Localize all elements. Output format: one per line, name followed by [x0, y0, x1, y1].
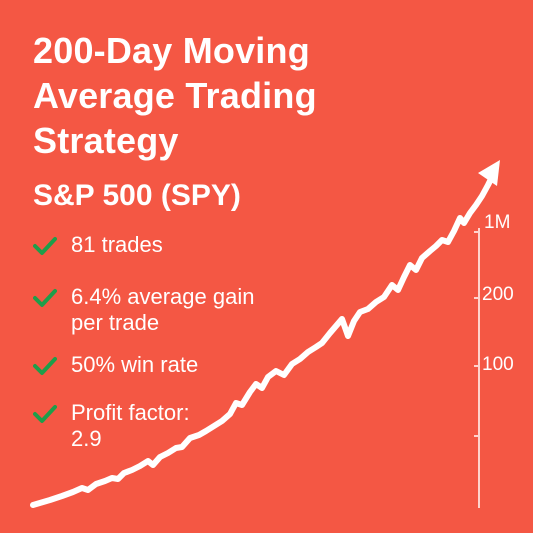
subtitle: S&P 500 (SPY) — [33, 179, 241, 212]
check-icon — [33, 357, 57, 375]
stat-profit-factor: Profit factor: 2.9 — [33, 400, 190, 452]
title-line-3: Strategy — [33, 120, 179, 161]
axis-tick-label: 200 — [482, 284, 514, 305]
arrow-up-icon — [478, 160, 500, 186]
stat-line: 50% win rate — [71, 352, 199, 377]
stat-text: 6.4% average gain per trade — [71, 284, 254, 336]
stat-win-rate: 50% win rate — [33, 352, 198, 378]
stat-line: per trade — [71, 310, 160, 335]
check-icon — [33, 405, 57, 423]
check-icon — [33, 289, 57, 307]
check-icon — [33, 237, 57, 255]
stat-line: 81 trades — [71, 232, 163, 257]
title-line-2: Average Trading — [33, 75, 317, 116]
stat-average-gain: 6.4% average gain per trade — [33, 284, 254, 336]
stat-text: 50% win rate — [71, 352, 198, 378]
growth-line — [30, 170, 497, 508]
title-line-1: 200-Day Moving — [33, 30, 310, 71]
axis-tick-label: 1M — [484, 212, 511, 233]
stat-text: 81 trades — [71, 232, 163, 258]
stat-line: Profit factor: — [71, 400, 190, 425]
axis-tick-label: 100 — [482, 354, 514, 375]
stat-trades: 81 trades — [33, 232, 163, 258]
stat-line: 6.4% average gain — [71, 284, 255, 309]
stat-text: Profit factor: 2.9 — [71, 400, 190, 452]
page-title: 200-Day Moving Average Trading Strategy — [33, 28, 393, 163]
stat-line: 2.9 — [71, 426, 102, 451]
